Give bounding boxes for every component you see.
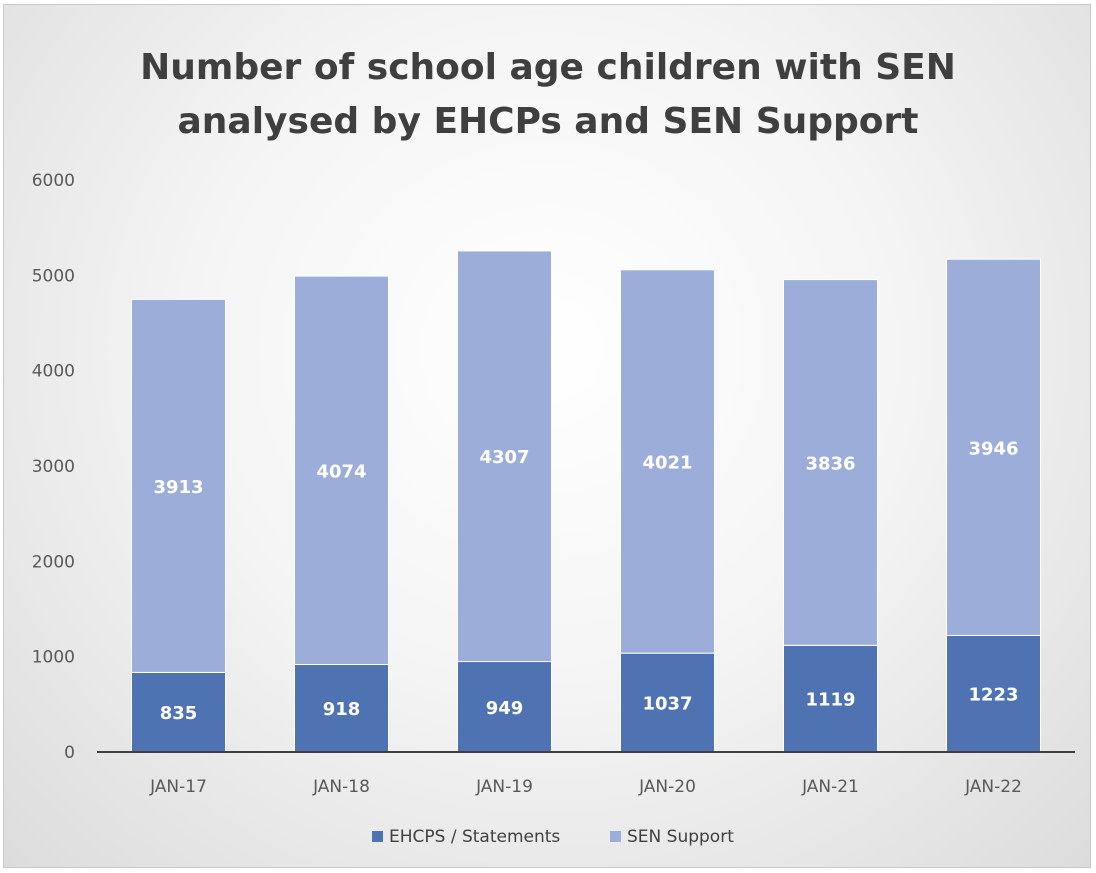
data-label: 949 — [486, 698, 524, 719]
y-tick-label: 1000 — [32, 648, 75, 668]
x-tick-label: JAN-18 — [312, 777, 370, 797]
y-tick-label: 4000 — [32, 362, 75, 382]
data-label: 1037 — [642, 694, 692, 715]
bar-ehcps — [946, 634, 1041, 753]
chart-title-line-1: Number of school age children with SEN — [140, 47, 956, 88]
legend-label: SEN Support — [627, 827, 734, 847]
y-tick-label: 5000 — [32, 266, 75, 286]
x-tick-label: JAN-17 — [149, 777, 207, 797]
data-label: 4074 — [316, 461, 366, 482]
data-label: 3946 — [968, 438, 1018, 459]
bar-sen-support — [783, 279, 878, 646]
data-label: 3836 — [805, 453, 855, 474]
data-label: 1119 — [805, 690, 855, 711]
bar-sen-support — [457, 250, 552, 663]
data-label: 4307 — [479, 447, 529, 468]
data-label: 4021 — [642, 452, 692, 473]
bar-sen-support — [294, 275, 389, 665]
legend-label: EHCPS / Statements — [389, 827, 560, 847]
data-label: 1223 — [968, 685, 1018, 706]
bar-ehcps — [620, 652, 715, 753]
x-tick-label: JAN-20 — [638, 777, 696, 797]
data-label: 3913 — [153, 477, 203, 498]
x-tick-label: JAN-19 — [475, 777, 533, 797]
chart-title: Number of school age children with SEN a… — [4, 41, 1092, 149]
legend-swatch — [372, 831, 383, 842]
data-label: 835 — [160, 703, 198, 724]
x-tick-label: JAN-21 — [801, 777, 859, 797]
y-tick-label: 3000 — [32, 457, 75, 477]
data-label: 918 — [323, 699, 361, 720]
x-tick-label: JAN-22 — [964, 777, 1022, 797]
chart-title-line-2: analysed by EHCPs and SEN Support — [177, 101, 919, 142]
legend-swatch — [610, 831, 621, 842]
bar-sen-support — [946, 258, 1041, 636]
bar-ehcps — [131, 671, 226, 753]
bar-ehcps — [783, 644, 878, 753]
y-tick-label: 2000 — [32, 552, 75, 572]
bar-sen-support — [131, 298, 226, 673]
y-tick-label: 0 — [64, 743, 75, 763]
bar-sen-support — [620, 269, 715, 654]
y-tick-label: 6000 — [32, 171, 75, 191]
bar-ehcps — [457, 661, 552, 753]
